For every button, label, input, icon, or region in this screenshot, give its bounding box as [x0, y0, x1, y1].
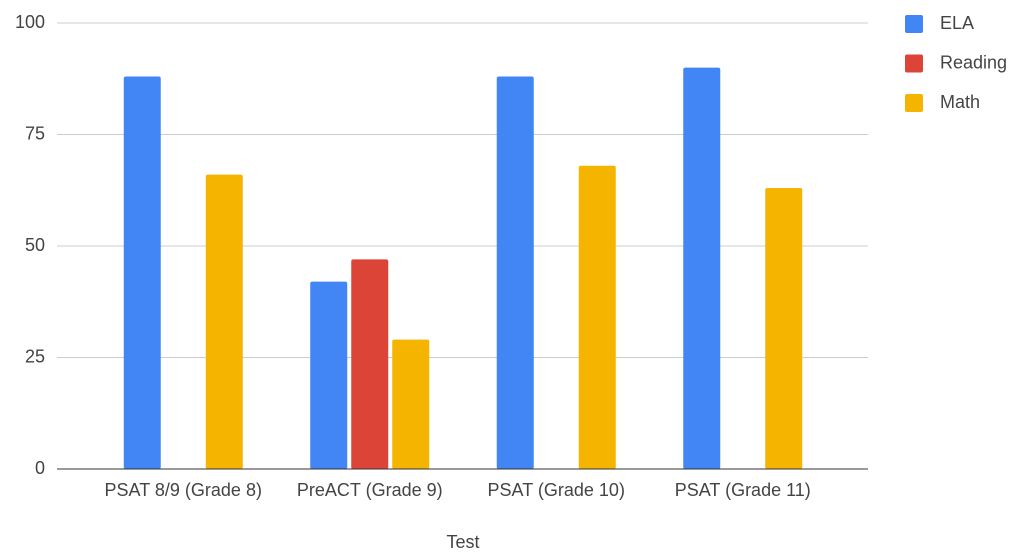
bar [310, 281, 348, 469]
x-axis-title: Test [446, 532, 479, 552]
bar [765, 188, 803, 469]
bar [392, 339, 430, 469]
legend-label: ELA [940, 13, 974, 33]
bar [123, 76, 161, 470]
bar [351, 259, 389, 469]
x-tick-label: PSAT 8/9 (Grade 8) [105, 480, 262, 500]
bar [578, 165, 616, 469]
legend-swatch [905, 94, 923, 112]
x-tick-label: PSAT (Grade 10) [488, 480, 625, 500]
bar [205, 174, 243, 469]
y-tick-label: 50 [25, 235, 45, 255]
bar [683, 67, 721, 469]
y-tick-label: 0 [35, 458, 45, 478]
x-tick-label: PreACT (Grade 9) [297, 480, 443, 500]
legend-swatch [905, 54, 923, 73]
legend-swatch [905, 15, 923, 33]
legend-label: Math [940, 92, 980, 112]
y-tick-label: 75 [25, 123, 45, 143]
y-tick-label: 25 [25, 346, 45, 366]
bar [496, 76, 534, 470]
legend-label: Reading [940, 52, 1007, 72]
x-tick-label: PSAT (Grade 11) [675, 480, 811, 500]
y-tick-label: 100 [15, 12, 45, 32]
